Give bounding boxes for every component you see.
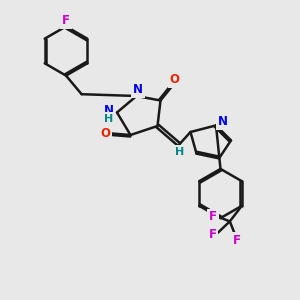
Text: F: F [208, 228, 216, 241]
Text: H: H [104, 114, 113, 124]
Text: N: N [103, 104, 114, 118]
Text: O: O [169, 73, 180, 86]
Text: N: N [133, 83, 143, 96]
Text: N: N [218, 115, 228, 128]
Text: F: F [233, 234, 241, 247]
Text: H: H [175, 147, 184, 157]
Text: O: O [100, 127, 110, 140]
Text: F: F [62, 14, 70, 28]
Text: F: F [209, 210, 217, 224]
